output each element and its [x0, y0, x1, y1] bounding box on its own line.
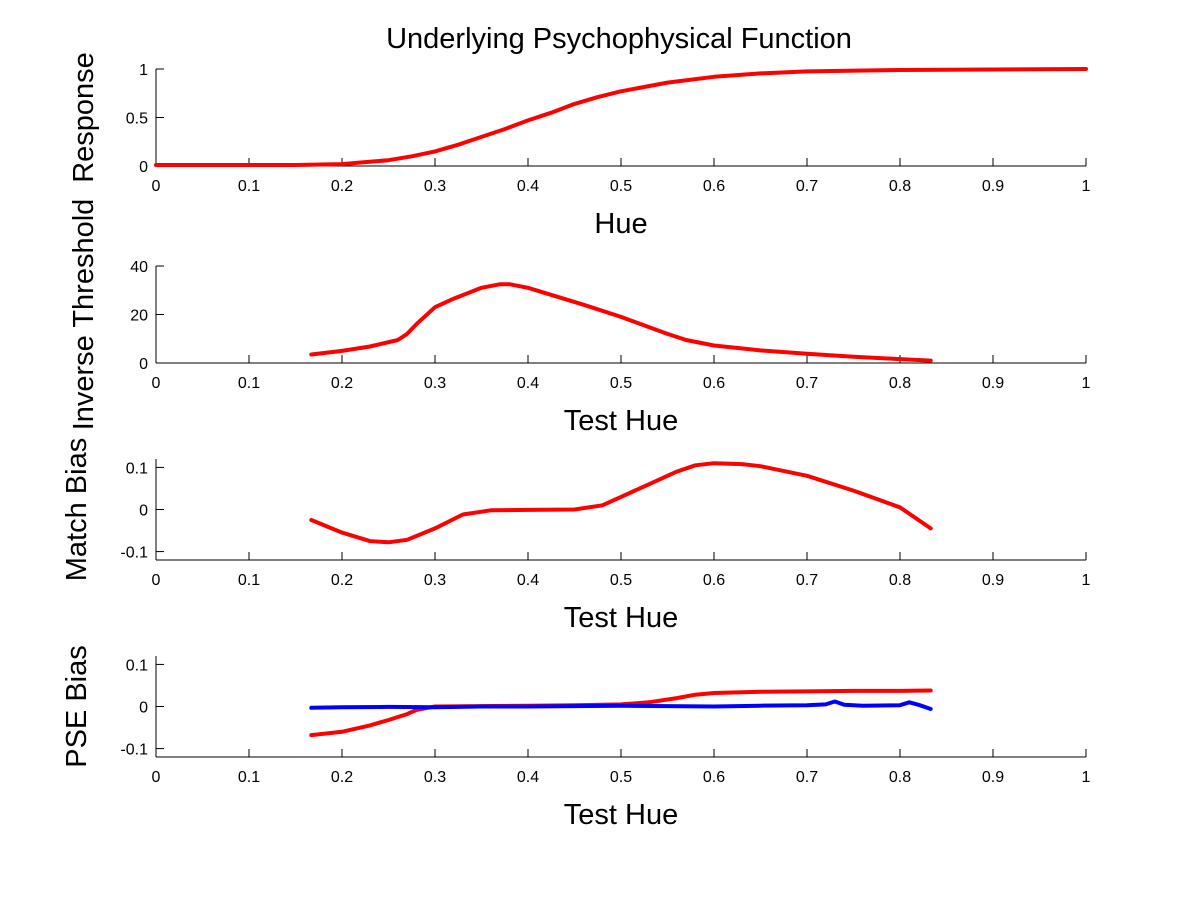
y-tick-label: 0.5: [126, 111, 148, 128]
x-tick-label: 0.2: [331, 178, 353, 195]
x-tick-label: 0.6: [703, 572, 725, 589]
x-tick-label: 0.5: [610, 178, 632, 195]
x-axis-label: Test Hue: [564, 602, 678, 634]
y-tick-label: 0: [139, 356, 148, 373]
series-line-1: [309, 282, 933, 363]
panel-4: 0 0.1 0.2 0.3 0.4 0.5 0.6 0.7 0.8 0.9 1-0.100.1Tes…: [61, 645, 1091, 831]
x-tick-label: 0.1: [238, 572, 260, 589]
x-tick-label: 1: [1082, 375, 1091, 392]
series-line-2: [309, 699, 933, 711]
x-tick-label: 0: [152, 769, 161, 786]
x-tick-label: 0.9: [982, 572, 1004, 589]
x-tick-label: 0.3: [424, 572, 446, 589]
y-tick-label: 0.1: [126, 460, 148, 477]
x-tick-label: 0: [152, 178, 161, 195]
x-tick-label: 0.2: [331, 375, 353, 392]
series-line-1: [154, 67, 1088, 167]
y-tick-label: 0: [139, 700, 148, 717]
y-tick-label: 0.1: [126, 657, 148, 674]
x-tick-label: 0.5: [610, 572, 632, 589]
x-tick-label: 0.6: [703, 178, 725, 195]
y-axis-label: Response: [68, 52, 100, 183]
y-axis-label: Match Bias: [61, 438, 93, 581]
x-tick-label: 0: [152, 375, 161, 392]
x-tick-label: 0: [152, 572, 161, 589]
x-tick-label: 0.2: [331, 769, 353, 786]
x-tick-label: 0.5: [610, 375, 632, 392]
figure-title: Underlying Psychophysical Function: [386, 23, 852, 55]
panel-2: 0 0.1 0.2 0.3 0.4 0.5 0.6 0.7 0.8 0.9 1 0 20 40 Test H…: [68, 199, 1091, 437]
y-tick-label: -0.1: [120, 742, 148, 759]
x-tick-label: 0.8: [889, 769, 911, 786]
x-axis-label: Hue: [594, 208, 647, 240]
x-tick-label: 0.3: [424, 769, 446, 786]
x-axis-label: Test Hue: [564, 799, 678, 831]
y-tick-label: -0.1: [120, 545, 148, 562]
x-tick-label: 0.1: [238, 375, 260, 392]
x-tick-label: 0.4: [517, 769, 539, 786]
x-tick-label: 0.3: [424, 375, 446, 392]
x-tick-label: 0.7: [796, 375, 818, 392]
x-tick-label: 0.8: [889, 375, 911, 392]
x-tick-label: 0.1: [238, 769, 260, 786]
x-tick-label: 1: [1082, 769, 1091, 786]
x-tick-label: 0.4: [517, 572, 539, 589]
y-axis-label: Inverse Threshold: [68, 199, 100, 431]
x-tick-label: 0.4: [517, 375, 539, 392]
x-tick-label: 0.9: [982, 769, 1004, 786]
x-tick-label: 0.7: [796, 572, 818, 589]
y-tick-label: 1: [139, 62, 148, 79]
x-tick-label: 0.8: [889, 572, 911, 589]
x-tick-label: 0.5: [610, 769, 632, 786]
y-axis-label: PSE Bias: [61, 645, 93, 768]
x-tick-label: 0.1: [238, 178, 260, 195]
x-tick-label: 0.3: [424, 178, 446, 195]
series-line-1: [309, 688, 933, 738]
panel-1: 0 0.1 0.2 0.3 0.4 0.5 0.6 0.7 0.8 0.9 1 0 0.5 1 Hue Res…: [68, 52, 1091, 240]
x-tick-label: 0.7: [796, 178, 818, 195]
x-tick-label: 0.9: [982, 178, 1004, 195]
x-tick-label: 0.8: [889, 178, 911, 195]
panels: 0 0.1 0.2 0.3 0.4 0.5 0.6 0.7 0.8 0.9 1 0 0.5 1 Hue Res…: [61, 52, 1091, 831]
x-tick-label: 1: [1082, 178, 1091, 195]
y-tick-label: 0: [139, 503, 148, 520]
x-tick-label: 0.9: [982, 375, 1004, 392]
series-line-1: [309, 461, 933, 545]
x-tick-label: 0.6: [703, 769, 725, 786]
x-tick-label: 0.7: [796, 769, 818, 786]
y-tick-label: 40: [130, 259, 148, 276]
panel-3: 0 0.1 0.2 0.3 0.4 0.5 0.6 0.7 0.8 0.9 1-0.100.1Tes…: [61, 438, 1091, 634]
x-tick-label: 0.4: [517, 178, 539, 195]
x-axis-label: Test Hue: [564, 405, 678, 437]
x-tick-label: 0.2: [331, 572, 353, 589]
y-tick-label: 20: [130, 308, 148, 325]
y-tick-label: 0: [139, 159, 148, 176]
x-tick-label: 0.6: [703, 375, 725, 392]
x-tick-label: 1: [1082, 572, 1091, 589]
